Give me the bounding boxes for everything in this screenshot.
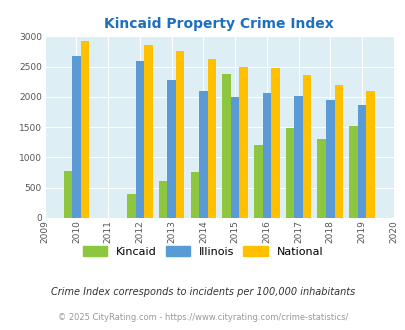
Bar: [365, 91, 374, 218]
Bar: [325, 100, 334, 218]
Bar: [262, 93, 271, 218]
Bar: [64, 171, 72, 218]
Bar: [72, 56, 81, 218]
Bar: [207, 59, 216, 218]
Bar: [222, 74, 230, 218]
Bar: [144, 45, 152, 218]
Bar: [230, 97, 239, 218]
Bar: [302, 75, 311, 218]
Bar: [198, 91, 207, 218]
Bar: [127, 194, 135, 218]
Bar: [357, 105, 365, 218]
Bar: [285, 128, 294, 218]
Bar: [294, 96, 302, 218]
Text: Crime Index corresponds to incidents per 100,000 inhabitants: Crime Index corresponds to incidents per…: [51, 287, 354, 297]
Title: Kincaid Property Crime Index: Kincaid Property Crime Index: [104, 17, 333, 31]
Bar: [175, 51, 184, 218]
Bar: [239, 67, 247, 218]
Bar: [334, 85, 342, 218]
Bar: [158, 181, 167, 218]
Bar: [271, 68, 279, 218]
Bar: [317, 139, 325, 218]
Bar: [254, 145, 262, 218]
Bar: [190, 172, 198, 218]
Bar: [135, 61, 144, 218]
Bar: [348, 126, 357, 218]
Legend: Kincaid, Illinois, National: Kincaid, Illinois, National: [79, 243, 326, 260]
Bar: [167, 81, 175, 218]
Text: © 2025 CityRating.com - https://www.cityrating.com/crime-statistics/: © 2025 CityRating.com - https://www.city…: [58, 313, 347, 322]
Bar: [81, 41, 89, 218]
